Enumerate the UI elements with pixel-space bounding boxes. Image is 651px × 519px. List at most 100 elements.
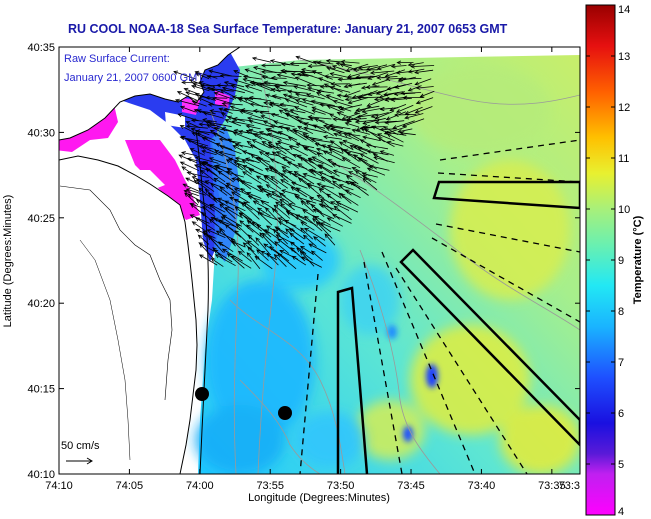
current-vector [372,79,389,86]
current-vector-head [229,196,235,201]
current-vector [312,70,333,80]
current-vector-head [278,192,284,197]
current-vector [239,131,262,136]
current-vector-head [318,77,323,82]
current-vector-head [213,177,219,182]
current-vector-head [331,65,337,69]
colorbar-tick-label: 14 [618,4,630,16]
current-vector-head [342,139,348,144]
current-vector-head [219,203,224,209]
current-vector [277,238,297,254]
current-vector-head [318,188,324,193]
current-vector-head [217,241,223,246]
current-vector-head [386,86,392,91]
current-vector [274,121,295,128]
current-vector-head [364,128,369,133]
colorbar-tick-label: 8 [618,306,624,318]
current-vector [208,192,224,206]
current-vector-head [407,87,413,92]
current-vector-head [347,83,353,88]
current-vector-head [376,66,382,71]
current-vector-head [280,62,286,67]
current-vector-head [233,188,239,193]
current-vector [266,193,282,204]
current-vector-head [257,211,262,216]
current-vector-head [297,125,302,130]
current-vector-head [271,94,277,99]
current-vector-head [261,63,266,68]
current-vector-head [332,99,338,104]
current-vector-head [213,217,219,222]
current-vector-head [279,102,285,107]
current-vector [232,120,255,126]
current-vector-head [231,95,237,100]
scale-label: 50 cm/s [61,440,100,452]
current-vector-head [266,128,272,132]
current-vector-head [373,97,379,102]
current-vector-head [287,89,293,94]
current-vector-head [369,164,374,169]
current-vector-head [390,64,396,69]
current-vector [311,250,323,261]
current-vector-head [198,122,204,127]
current-vector [346,63,369,72]
current-vector [330,86,351,93]
current-vector-head [178,154,184,159]
current-vector [332,214,352,224]
current-vector-head [344,189,350,194]
current-vector [256,249,269,261]
current-vector [374,97,396,100]
current-vector-head [338,192,343,197]
current-vector-head [325,126,331,131]
current-vector-head [319,222,325,227]
chart-title: RU COOL NOAA-18 Sea Surface Temperature:… [68,22,508,36]
current-vector [307,184,325,199]
current-vector [234,230,253,248]
current-vector-head [390,97,396,102]
current-vector-head [295,55,301,60]
current-vector [195,93,215,101]
current-vector [333,100,354,108]
current-vector-head [357,65,363,70]
current-vector-head [278,125,284,130]
current-vector [233,132,252,141]
current-vector-head [312,218,317,223]
current-vector-head [230,84,236,89]
current-vector [278,131,298,141]
current-vector [231,191,250,204]
current-vector-head [229,105,235,110]
current-vector [260,189,281,198]
current-vector-head [322,135,328,140]
current-vector-head [313,236,318,241]
current-vector [245,85,263,92]
current-vector-head [226,253,232,258]
current-vector [313,209,335,220]
current-vector [184,190,199,197]
current-vector [346,175,359,185]
current-vector [362,178,378,191]
current-vector-head [232,145,238,150]
current-vector-head [402,123,407,128]
current-vector-head [214,254,220,259]
current-vector-head [242,77,248,83]
current-vector [287,161,308,170]
current-vector-head [337,77,343,82]
colorbar-tick-label: 7 [618,357,624,369]
current-vector-head [196,109,202,114]
current-vector-head [385,116,391,121]
current-vector-head [293,85,298,90]
current-vector [259,213,278,221]
current-vector-head [370,114,376,119]
current-vector [416,97,434,104]
current-vector [357,113,379,118]
current-vector-head [198,254,204,259]
current-vector [196,179,215,192]
current-vector-head [338,141,344,146]
current-vector-head [304,215,309,221]
overlay-text-line1: Raw Surface Current: [64,53,170,65]
current-vector-head [228,157,233,162]
current-vector [304,215,323,232]
current-vector-head [340,148,346,153]
current-vector-head [181,80,186,85]
current-vector [282,70,305,73]
